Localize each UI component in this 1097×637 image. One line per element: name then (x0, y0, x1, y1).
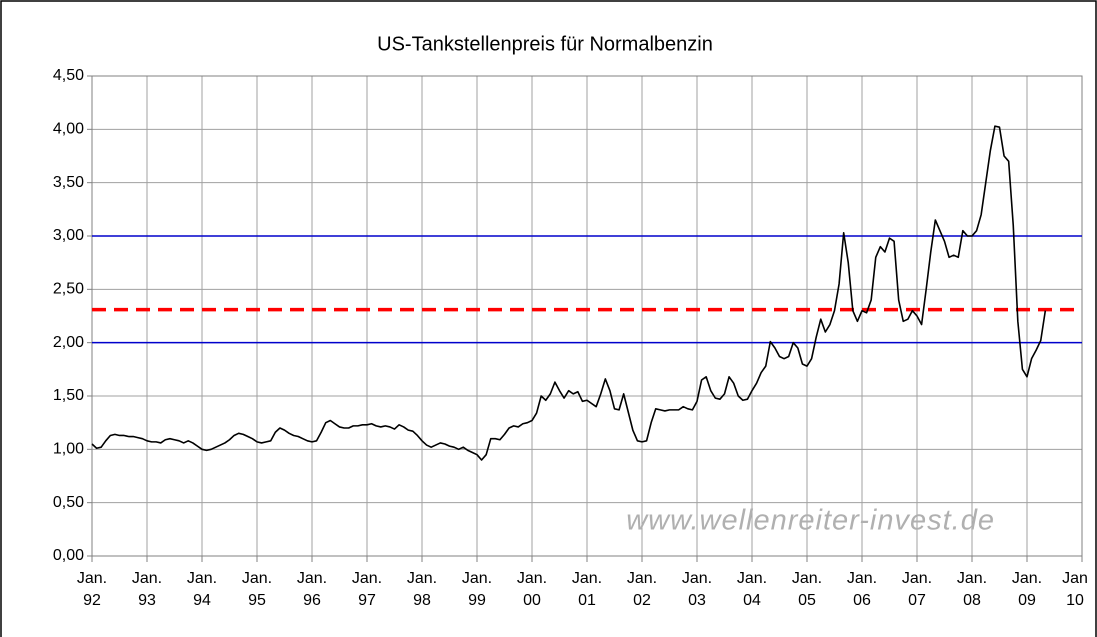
y-tick-label: 3,50 (53, 174, 84, 191)
x-tick-label: Jan. 99 (461, 570, 493, 609)
y-tick-label: 0,50 (53, 494, 84, 511)
x-tick-label: Jan. 92 (76, 570, 108, 609)
x-tick-label: Jan. 94 (186, 570, 218, 609)
x-tick-label: Jan. 07 (901, 570, 933, 609)
price-line (91, 125, 1047, 461)
y-tick-label: 1,00 (53, 441, 84, 458)
plot-border (91, 75, 1083, 557)
x-tick-label: Jan. 04 (736, 570, 768, 609)
y-tick-label: 2,50 (53, 281, 84, 298)
x-tick-label: Jan 10 (1062, 570, 1088, 609)
x-tick-label: Jan. 06 (846, 570, 878, 609)
x-tick-label: Jan. 96 (296, 570, 328, 609)
x-tick-label: Jan. 98 (406, 570, 438, 609)
watermark: www.wellenreiter-invest.de (626, 505, 995, 537)
y-tick-label: 1,50 (53, 387, 84, 404)
x-tick-label: Jan. 95 (241, 570, 273, 609)
chart-title: US-Tankstellenpreis für Normalbenzin (377, 33, 713, 55)
x-tick-label: Jan. 02 (626, 570, 658, 609)
y-tick-label: 2,00 (53, 334, 84, 351)
y-tick-label: 4,00 (53, 121, 84, 138)
x-tick-label: Jan. 97 (351, 570, 383, 609)
x-tick-label: Jan. 03 (681, 570, 713, 609)
y-tick-label: 4,50 (53, 67, 84, 84)
x-tick-label: Jan. 01 (571, 570, 603, 609)
x-tick-label: Jan. 00 (516, 570, 548, 609)
x-tick-label: Jan. 05 (791, 570, 823, 609)
y-tick-label: 3,00 (53, 227, 84, 244)
y-tick-label: 0,00 (53, 547, 84, 564)
x-tick-label: Jan. 93 (131, 570, 163, 609)
x-tick-label: Jan. 09 (1011, 570, 1043, 609)
x-tick-label: Jan. 08 (956, 570, 988, 609)
